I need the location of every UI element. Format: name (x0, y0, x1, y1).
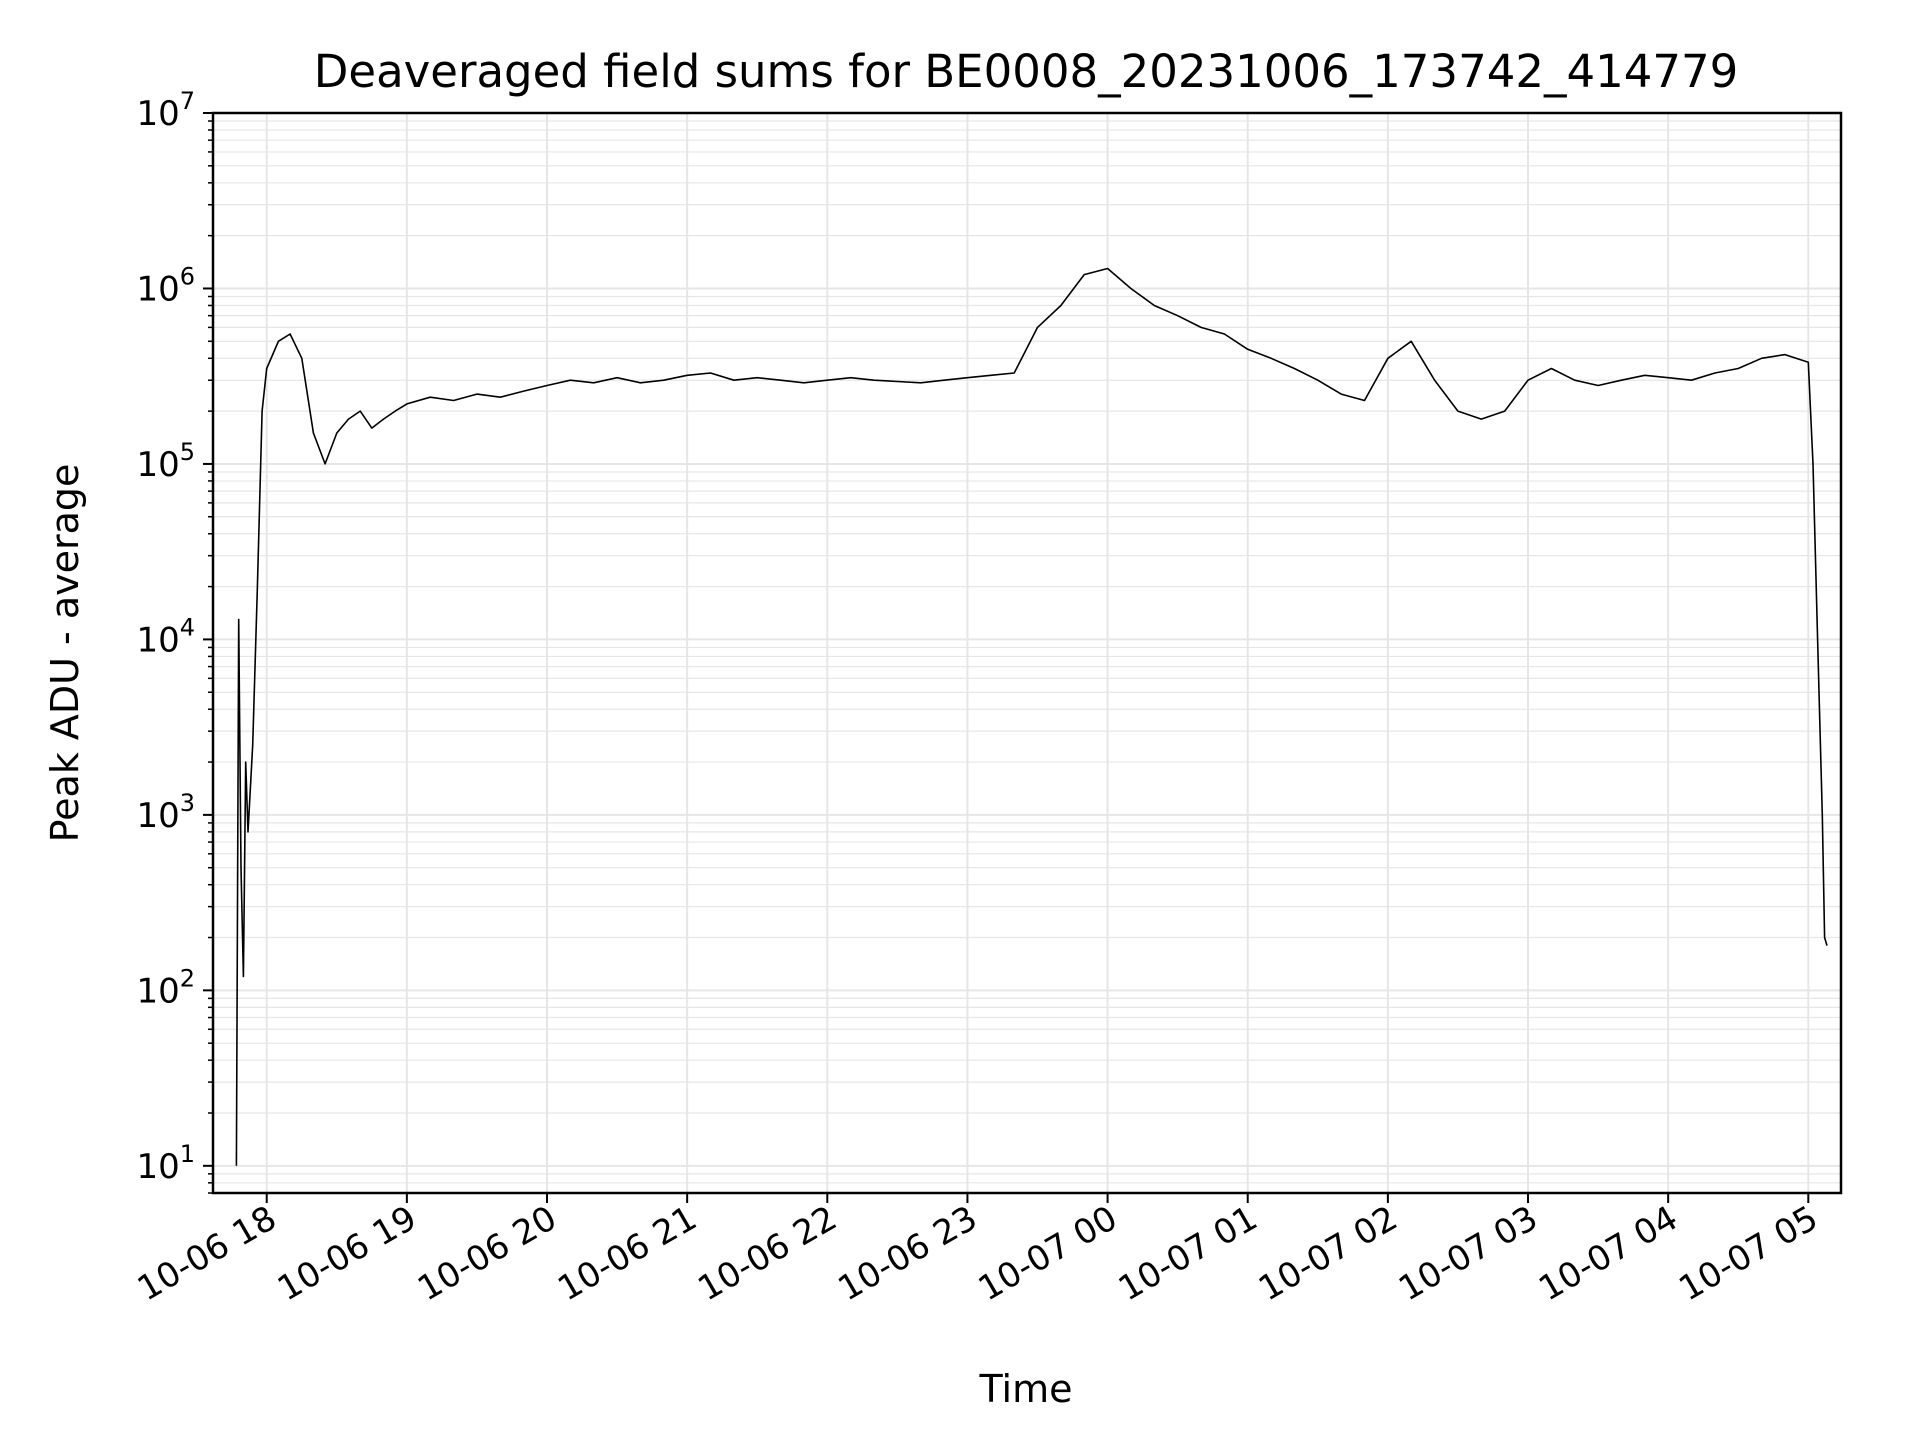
y-axis: 101 102 103 104 105 106 107 (136, 87, 213, 1194)
series-line (235, 267, 1828, 1166)
y-tick-label: 106 (136, 262, 195, 309)
x-axis-label: Time (979, 1367, 1073, 1411)
y-tick-label: 102 (136, 964, 195, 1011)
plot-frame (211, 111, 1843, 1195)
y-tick-label: 105 (136, 438, 195, 485)
y-tick-label: 103 (136, 789, 195, 836)
data-series (235, 267, 1828, 1166)
y-axis-label: Peak ADU - average (43, 464, 87, 843)
chart-title: Deaveraged field sums for BE0008_2023100… (314, 45, 1739, 98)
y-tick-label: 107 (136, 87, 195, 134)
y-tick-label: 104 (136, 613, 195, 660)
y-tick-label: 101 (136, 1140, 195, 1187)
